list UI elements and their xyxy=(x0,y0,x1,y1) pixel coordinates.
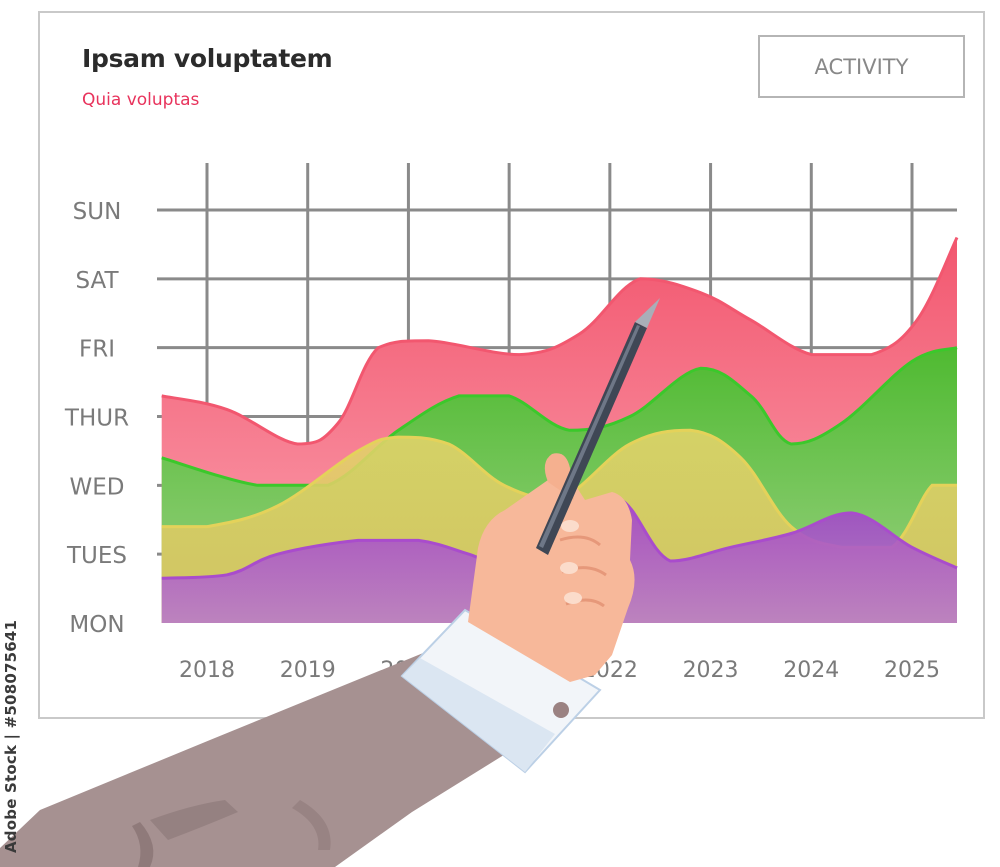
hand-with-pen-illustration xyxy=(0,298,660,867)
fingernail xyxy=(560,562,578,574)
suit-sleeve xyxy=(0,636,528,867)
chart-title: Ipsam voluptatem xyxy=(82,44,333,73)
x-tick-label: 2019 xyxy=(280,658,336,683)
y-tick-label: WED xyxy=(70,474,125,500)
fingernail xyxy=(564,592,582,604)
x-tick-label: 2023 xyxy=(683,658,739,683)
pen-tip xyxy=(635,298,660,328)
y-tick-label: TUES xyxy=(66,543,127,569)
fingernail xyxy=(561,520,579,532)
finger-crease xyxy=(559,535,601,547)
y-tick-label: THUR xyxy=(64,406,129,432)
x-tick-label: 2018 xyxy=(179,658,235,683)
sleeve-fold xyxy=(292,800,331,850)
x-tick-label: 2024 xyxy=(783,658,839,683)
y-tick-label: FRI xyxy=(79,337,115,363)
y-tick-label: MON xyxy=(69,612,124,638)
pen-highlight xyxy=(539,325,640,548)
sleeve-fold xyxy=(150,800,238,840)
cufflink xyxy=(553,702,569,718)
y-tick-label: SAT xyxy=(75,268,119,294)
hand xyxy=(468,475,635,682)
y-tick-label: SUN xyxy=(73,199,122,225)
series-line-pink xyxy=(161,236,959,446)
sleeve-fold xyxy=(132,822,154,867)
activity-button[interactable]: ACTIVITY xyxy=(758,35,965,98)
side-credit-text: Adobe Stock | #508075641 xyxy=(2,619,20,853)
shirt-cuff-shade xyxy=(402,658,555,772)
x-tick-label: 2025 xyxy=(884,658,940,683)
chart-subtitle: Quia voluptas xyxy=(82,90,200,110)
